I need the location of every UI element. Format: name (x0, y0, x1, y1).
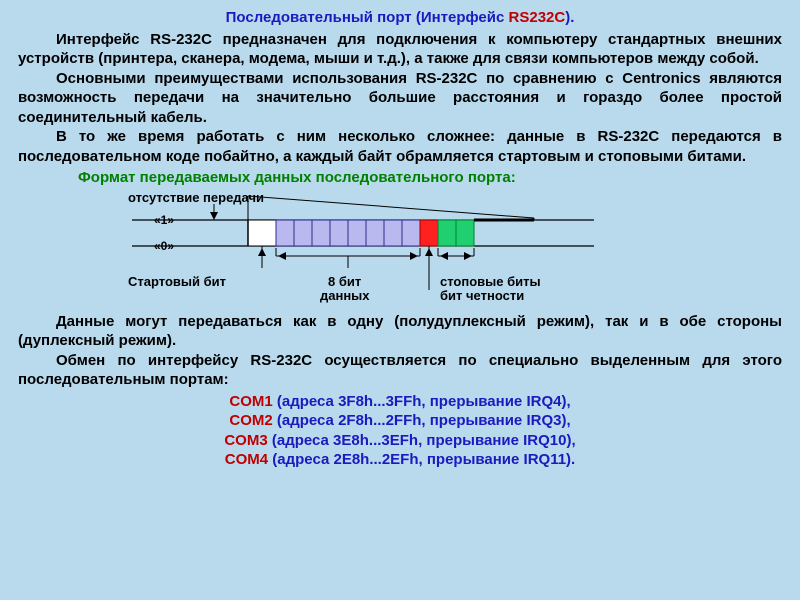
svg-text:«1»: «1» (154, 213, 174, 227)
com-address: (адреса 3F8h...3FFh, прерывание IRQ4), (273, 393, 571, 410)
paragraph-ports: Обмен по интерфейсу RS-232C осуществляет… (18, 351, 782, 390)
title-part2: ). (565, 9, 574, 26)
serial-frame-svg: «1» «0» отсутствие передачи Стартовый бит 8 … (128, 190, 598, 310)
com-port-entry: COM3 (адреса 3E8h...3EFh, прерывание IRQ… (18, 431, 782, 451)
com-port-entry: COM1 (адреса 3F8h...3FFh, прерывание IRQ… (18, 392, 782, 412)
com-name: COM3 (224, 432, 267, 449)
com-address: (адреса 2E8h...2EFh, прерывание IRQ11). (268, 451, 575, 468)
com-name: COM1 (229, 393, 272, 410)
paragraph-intro: Интерфейс RS-232C предназначен для подкл… (18, 30, 782, 69)
format-heading: Формат передаваемых данных последователь… (18, 168, 782, 188)
svg-text:Стартовый бит: Стартовый бит (128, 274, 226, 289)
paragraph-complexity: В то же время работать с ним несколько с… (18, 127, 782, 166)
com-name: COM2 (229, 412, 272, 429)
title-part1: Последовательный порт (Интерфейс (226, 9, 509, 26)
com-name: COM4 (225, 451, 268, 468)
com-port-entry: COM2 (адреса 2F8h...2FFh, прерывание IRQ… (18, 411, 782, 431)
paragraph-duplex: Данные могут передаваться как в одну (по… (18, 312, 782, 351)
paragraph-advantages: Основными преимуществами использования R… (18, 69, 782, 128)
svg-text:8 бит: 8 бит (328, 274, 361, 289)
com-address: (адреса 3E8h...3EFh, прерывание IRQ10), (268, 432, 576, 449)
svg-text:бит четности: бит четности (440, 288, 524, 303)
frame-diagram: «1» «0» отсутствие передачи Стартовый бит 8 … (128, 190, 782, 310)
svg-text:стоповые биты: стоповые биты (440, 274, 541, 289)
svg-text:«0»: «0» (154, 239, 174, 253)
title-red: RS232C (509, 9, 566, 26)
svg-text:данных: данных (320, 288, 370, 303)
com-port-list: COM1 (адреса 3F8h...3FFh, прерывание IRQ… (18, 392, 782, 470)
com-port-entry: COM4 (адреса 2E8h...2EFh, прерывание IRQ… (18, 450, 782, 470)
svg-text:отсутствие передачи: отсутствие передачи (128, 190, 264, 205)
page-title: Последовательный порт (Интерфейс RS232C)… (18, 8, 782, 28)
com-address: (адреса 2F8h...2FFh, прерывание IRQ3), (273, 412, 571, 429)
